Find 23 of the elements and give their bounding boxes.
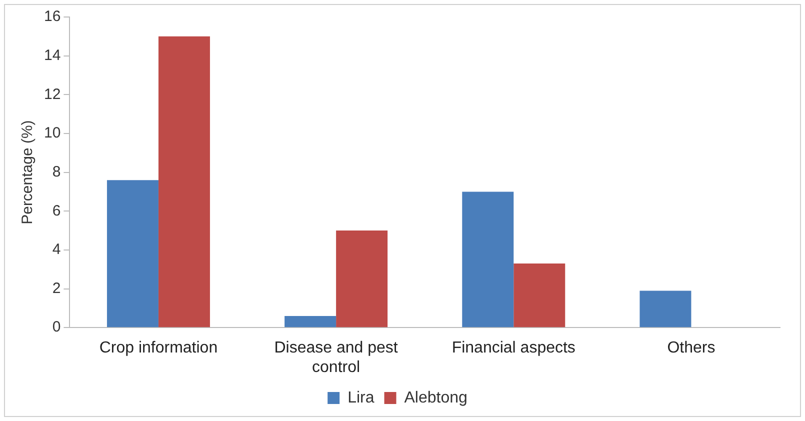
bar [514, 264, 566, 328]
x-tick-label: Others [667, 340, 716, 357]
bar [158, 36, 210, 328]
x-tick-label: Financial aspects [452, 340, 576, 357]
legend-label: Alebtong [404, 389, 468, 406]
legend-label: Lira [348, 389, 374, 406]
x-tick-label: Crop information [99, 340, 218, 357]
y-axis-title: Percentage (%) [19, 120, 36, 224]
y-tick-label: 2 [52, 280, 61, 297]
y-tick-label: 0 [52, 318, 61, 336]
y-tick-label: 4 [52, 241, 61, 258]
y-tick-label: 6 [52, 202, 61, 220]
y-tick-label: 12 [44, 86, 61, 103]
bar [106, 180, 158, 328]
bar [336, 230, 388, 328]
bar [640, 290, 692, 328]
x-tick-label: Disease and pest control [274, 340, 398, 376]
bar [284, 316, 336, 328]
y-tick-label: 14 [44, 46, 61, 64]
bar [462, 192, 514, 328]
y-tick-label: 10 [44, 124, 61, 142]
y-tick-label: 8 [52, 163, 61, 180]
y-tick-label: 16 [44, 8, 61, 26]
